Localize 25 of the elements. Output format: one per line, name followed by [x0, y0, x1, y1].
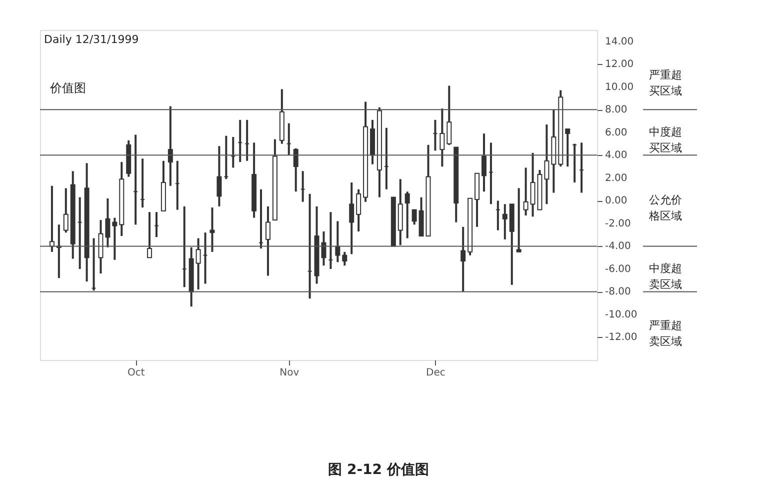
chart-title: Daily 12/31/1999: [44, 33, 139, 46]
text: 中度超卖区域: [649, 262, 682, 291]
x-tick-label: Nov: [280, 368, 300, 378]
y-tick-label: -4.00: [605, 241, 631, 252]
text: 中度超买区域: [649, 125, 682, 154]
text: 严重超买区域: [649, 68, 682, 98]
y-tick-label: 12.00: [605, 59, 634, 70]
y-tick-label: 2.00: [605, 172, 628, 184]
y-tick-label: -8.00: [605, 286, 631, 298]
y-tick-label: -10.00: [605, 309, 638, 320]
caption: 图 2-12 价值图: [328, 462, 429, 478]
y-tick-label: 0.00: [605, 196, 628, 207]
y-tick-label: 4.00: [605, 150, 628, 162]
y-tick-label: 10.00: [605, 82, 634, 93]
y-tick-label: 8.00: [605, 104, 628, 116]
y-tick-label: -6.00: [605, 264, 631, 275]
y-tick-label: 14.00: [605, 36, 634, 48]
x-tick-label: Dec: [426, 368, 446, 378]
text: 严重超卖区域: [649, 318, 682, 348]
y-tick-label: 6.00: [605, 127, 628, 138]
text: 公允价格区域: [648, 194, 682, 223]
x-tick-label: Oct: [127, 368, 145, 378]
y-tick-label: -2.00: [605, 218, 631, 230]
y-tick-label: -12.00: [605, 332, 638, 344]
annotation: 价值图: [49, 81, 86, 95]
